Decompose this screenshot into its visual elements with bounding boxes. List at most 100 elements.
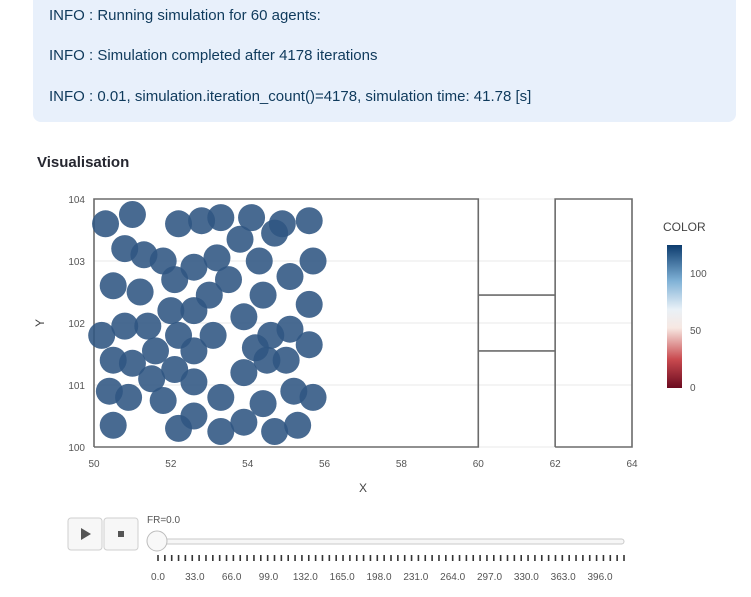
agent-marker — [284, 411, 312, 439]
geometry-lines — [93, 198, 633, 448]
y-tick-label: 104 — [68, 195, 85, 206]
agent-marker — [118, 201, 146, 228]
agent-marker — [207, 204, 235, 232]
x-tick-label: 54 — [242, 459, 254, 470]
agent-marker — [199, 321, 227, 349]
agent-marker — [165, 321, 193, 349]
agent-marker — [141, 337, 169, 365]
slider-tick-label: 330.0 — [514, 572, 539, 583]
slider-tick-label: 33.0 — [185, 572, 205, 583]
y-tick-label: 102 — [68, 319, 85, 330]
frame-label: FR=0.0 — [147, 515, 181, 526]
agent-marker — [157, 297, 185, 325]
info-line: INFO : 0.01, simulation.iteration_count(… — [49, 88, 532, 105]
slider-tick-label: 198.0 — [366, 572, 391, 583]
info-line: INFO : Running simulation for 60 agents: — [49, 7, 321, 24]
agent-marker — [230, 303, 258, 331]
agent-marker — [111, 312, 139, 340]
x-tick-label: 56 — [319, 459, 331, 470]
colorbar-tick: 100 — [690, 269, 707, 280]
agent-marker — [257, 321, 285, 349]
slider-tick-label: 297.0 — [477, 572, 502, 583]
slider-track[interactable] — [156, 538, 625, 545]
agent-marker — [230, 408, 258, 436]
colorbar-gradient — [667, 245, 682, 388]
agent-marker — [299, 247, 327, 275]
slider-tick-label: 0.0 — [151, 572, 165, 583]
wall-line — [93, 198, 480, 448]
agent-marker — [149, 387, 177, 414]
agent-marker — [165, 414, 193, 442]
section-title: Visualisation — [37, 154, 130, 171]
slider-tick-label: 132.0 — [293, 572, 318, 583]
agent-marker — [261, 219, 289, 247]
colorbar-tick: 0 — [690, 383, 696, 394]
agent-marker — [180, 368, 208, 396]
animation-player: FR=0.0 0.0 33.0 66.0 99.0 132.0 165.0 198.0 231… — [67, 515, 625, 583]
agent-marker — [299, 383, 327, 411]
colorbar-title: COLOR — [663, 220, 706, 234]
info-line: INFO : Simulation completed after 4178 i… — [49, 47, 378, 64]
agent-marker — [276, 263, 304, 290]
agent-marker — [165, 210, 193, 238]
agent-marker — [203, 244, 231, 272]
agent-marker — [180, 337, 208, 365]
x-axis-ticks: 50 52 54 56 58 60 62 64 — [88, 459, 638, 470]
colorbar: COLOR 100 50 0 — [663, 220, 707, 394]
agent-marker — [295, 331, 323, 359]
agent-marker — [230, 359, 258, 387]
chart-grid — [94, 198, 632, 448]
agent-marker — [92, 210, 120, 238]
y-tick-label: 100 — [68, 443, 85, 454]
y-axis-label: Y — [33, 319, 47, 327]
agent-marker — [207, 418, 235, 445]
agent-marker — [207, 383, 235, 411]
x-tick-label: 50 — [88, 459, 100, 470]
slider-ticks: 0.0 33.0 66.0 99.0 132.0 165.0 198.0 231.0 264.0… — [151, 555, 625, 583]
agent-marker — [115, 383, 143, 411]
agent-marker — [138, 365, 166, 393]
agent-marker — [180, 253, 208, 281]
agent-marker — [180, 402, 208, 430]
agent-marker — [215, 266, 242, 294]
x-tick-label: 58 — [396, 459, 408, 470]
colorbar-tick: 50 — [690, 326, 702, 337]
slider-tick-label: 231.0 — [403, 572, 428, 583]
agent-marker — [253, 346, 281, 374]
play-button[interactable] — [67, 517, 103, 551]
slider-tick-label: 66.0 — [222, 572, 242, 583]
agent-marker — [130, 241, 158, 269]
agent-marker — [295, 290, 323, 318]
x-axis-label: X — [359, 481, 367, 495]
slider-tick-label: 99.0 — [259, 572, 279, 583]
info-box: INFO : Running simulation for 60 agents:… — [33, 0, 736, 122]
agent-marker — [99, 272, 127, 300]
agent-marker — [245, 247, 273, 275]
agent-marker — [161, 266, 189, 294]
stop-icon — [118, 531, 124, 537]
agent-marker — [280, 377, 308, 405]
agent-marker — [238, 204, 266, 232]
agent-marker — [272, 346, 300, 374]
y-tick-label: 103 — [68, 257, 85, 268]
agent-marker — [126, 278, 154, 306]
wall-line — [554, 198, 633, 448]
agent-marker — [249, 390, 277, 418]
slider-handle[interactable] — [146, 530, 168, 552]
agent-marker — [261, 418, 289, 445]
x-tick-label: 52 — [165, 459, 177, 470]
slider-tick-label: 363.0 — [551, 572, 576, 583]
stop-button[interactable] — [103, 517, 139, 551]
agent-marker — [268, 210, 296, 238]
slider-tick-label: 165.0 — [330, 572, 355, 583]
x-tick-label: 62 — [550, 459, 562, 470]
agent-marker — [276, 315, 304, 343]
agent-marker — [118, 349, 146, 377]
agent-marker — [95, 377, 123, 405]
agent-marker — [295, 207, 323, 235]
agent-marker — [226, 225, 254, 253]
agent-marker — [88, 321, 116, 349]
agent-marker — [180, 297, 208, 325]
agent-marker — [188, 207, 216, 235]
play-icon — [81, 528, 91, 540]
